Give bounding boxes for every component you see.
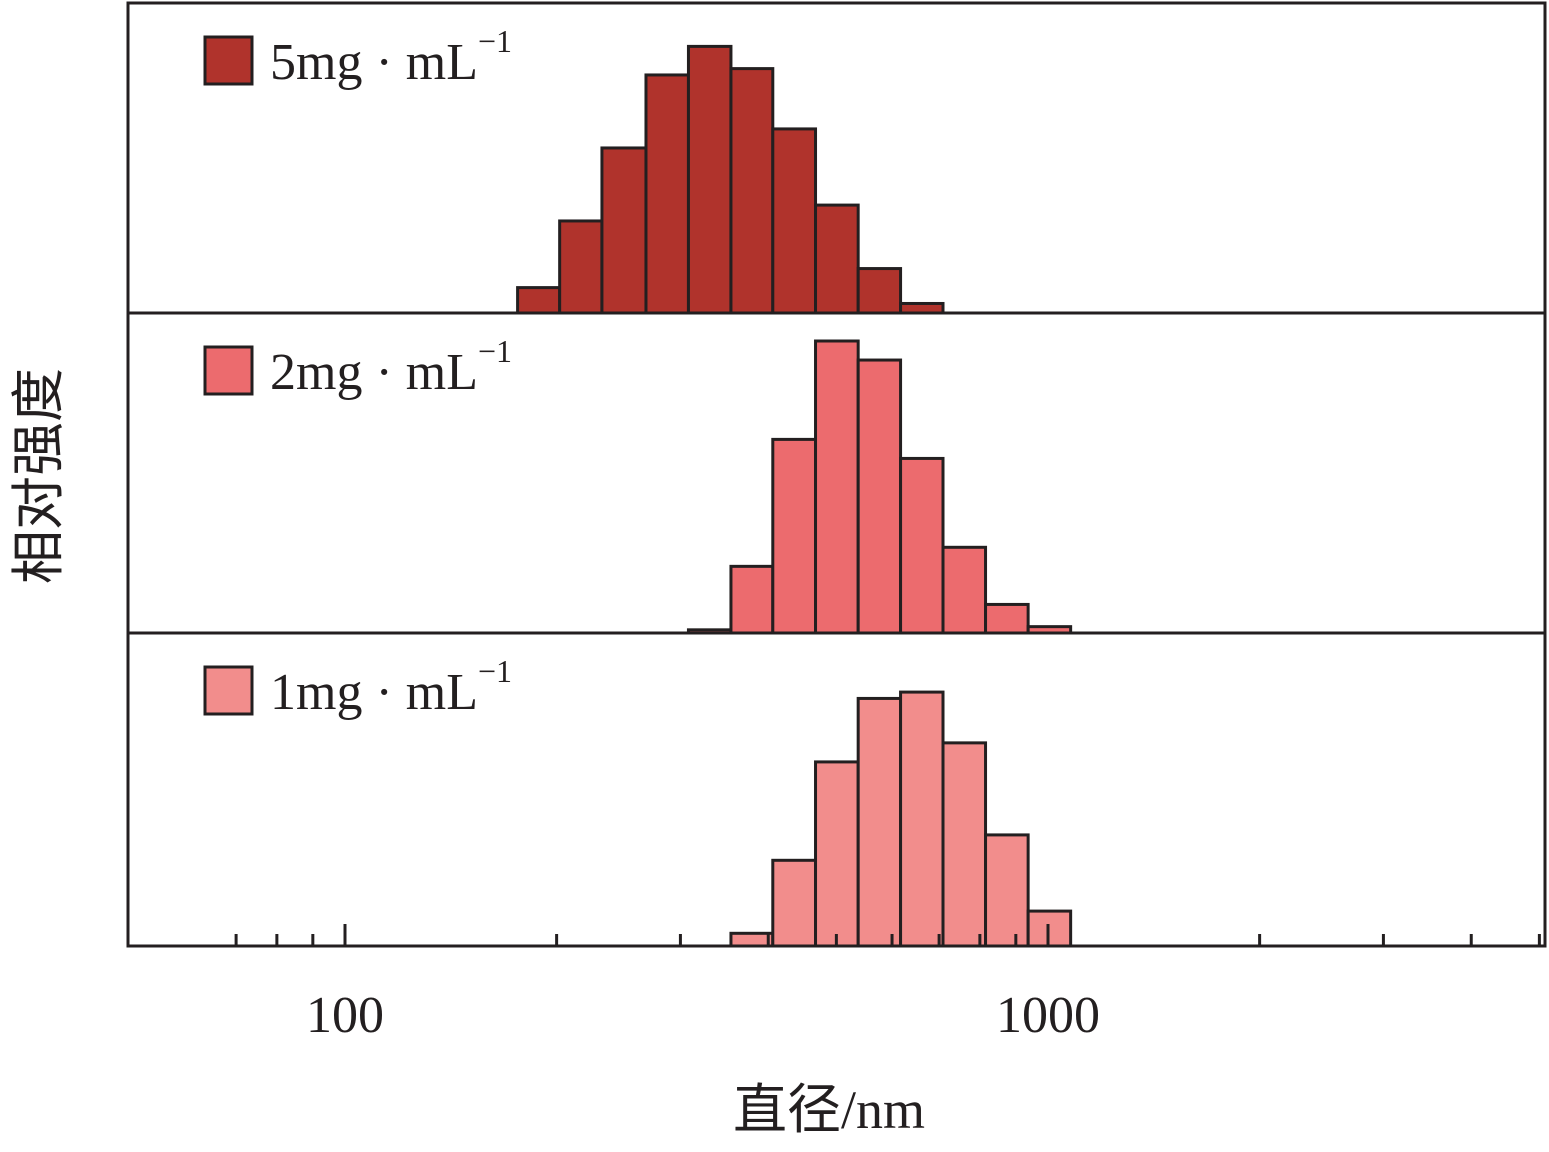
legend-item-3: 1mg · mL−1: [203, 653, 512, 721]
legend-label: 2mg · mL−1: [270, 333, 512, 401]
legend-superscript: −1: [478, 653, 512, 689]
x-tick-label: 100: [306, 987, 384, 1044]
bar: [771, 858, 818, 948]
bar: [729, 67, 775, 315]
x-axis-title: 直径/nm: [733, 1080, 925, 1140]
series-3-bars: [729, 690, 1073, 948]
bar: [686, 44, 733, 315]
legend-item-1: 5mg · mL−1: [203, 23, 512, 91]
legend-layer: 5mg · mL−1 2mg · mL−1 1mg · mL−1: [203, 23, 512, 721]
bar: [771, 127, 818, 315]
legend-swatch: [203, 35, 254, 86]
bar: [899, 456, 945, 635]
series-1-bars: [516, 44, 945, 315]
legend-superscript: −1: [478, 23, 512, 59]
legend-swatch: [203, 345, 254, 396]
bar: [814, 760, 860, 948]
bars-layer: [516, 44, 1073, 948]
bar: [644, 73, 690, 315]
bar: [984, 602, 1030, 635]
bar: [729, 564, 775, 635]
bar: [600, 146, 648, 315]
legend-label: 1mg · mL−1: [270, 653, 512, 721]
bar: [814, 339, 860, 635]
bar: [941, 741, 988, 948]
bar: [856, 696, 903, 948]
bar: [771, 437, 818, 635]
bar: [516, 286, 562, 315]
bar: [814, 203, 860, 315]
bar: [899, 690, 945, 948]
bar: [984, 833, 1030, 948]
bar: [856, 267, 903, 315]
legend-superscript: −1: [478, 333, 512, 369]
legend-swatch: [203, 665, 254, 716]
frame-layer: [126, 1, 1547, 948]
bar: [856, 358, 903, 635]
legend-label: 5mg · mL−1: [270, 23, 512, 91]
x-tick-label: 1000: [996, 987, 1100, 1044]
ticks-layer: 100 1000: [234, 924, 1541, 1044]
bar: [729, 931, 775, 948]
legend-item-2: 2mg · mL−1: [203, 333, 512, 401]
y-axis-title: 相对强度: [9, 368, 69, 584]
series-2-bars: [686, 339, 1073, 635]
bar: [558, 219, 604, 315]
bar: [941, 545, 988, 635]
